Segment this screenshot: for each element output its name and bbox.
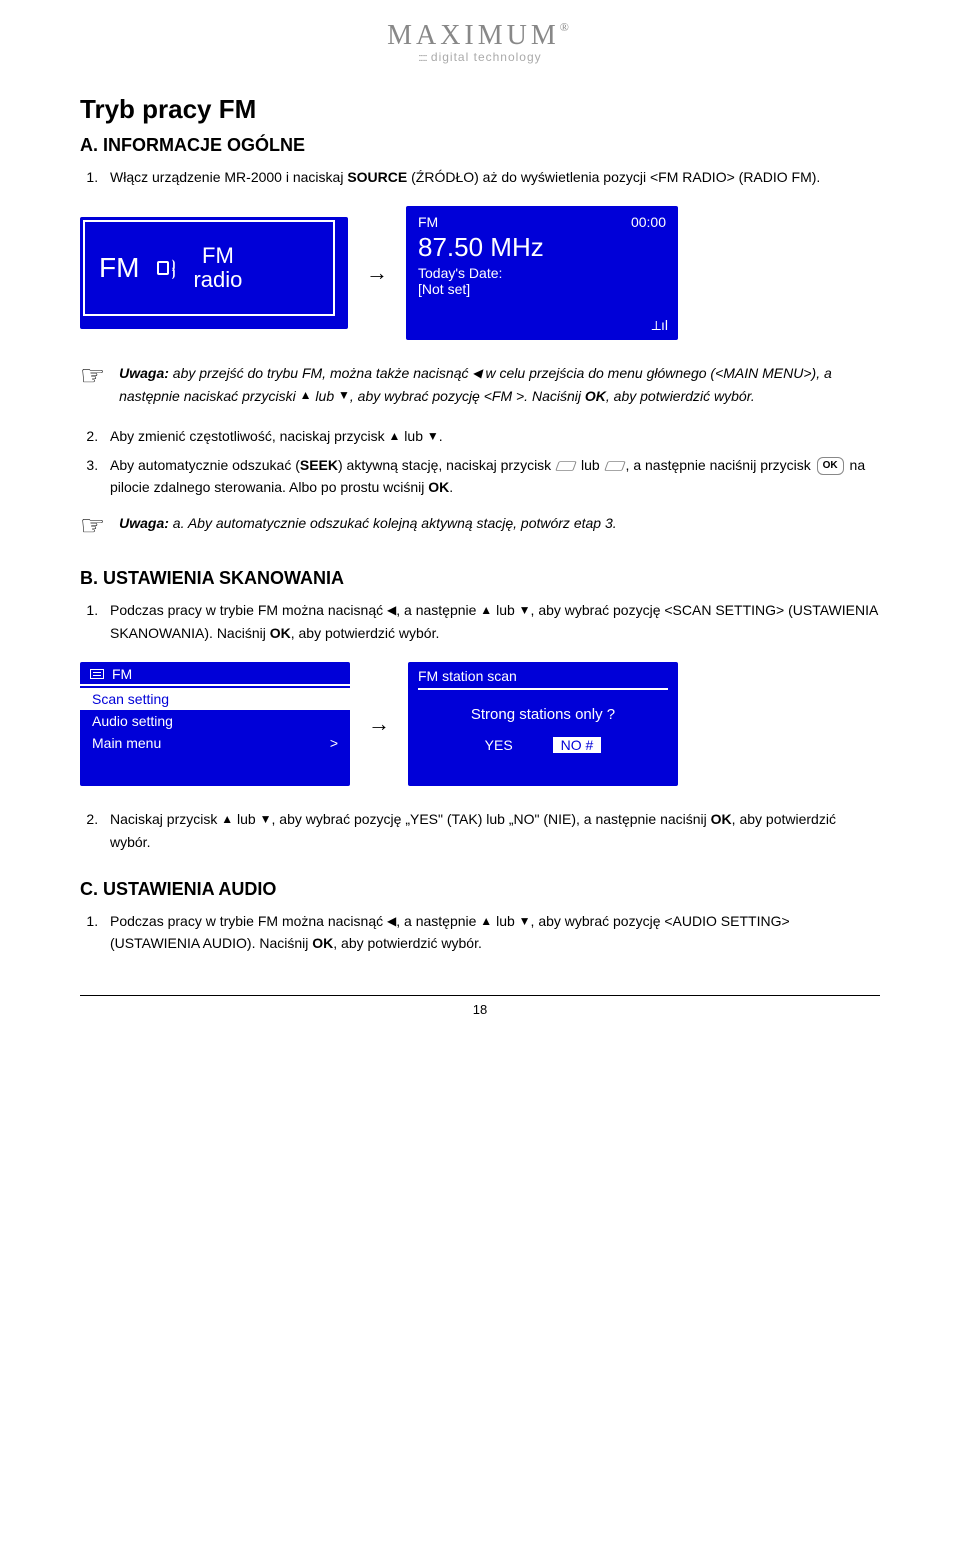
screen-scan-menu: FM Scan setting Audio setting Main menu …	[80, 662, 350, 786]
section-a-item-1: Włącz urządzenie MR-2000 i naciskaj SOUR…	[102, 166, 880, 188]
note-1-text: Uwaga: aby przejść do trybu FM, można ta…	[119, 362, 880, 407]
station-scan-title: FM station scan	[418, 668, 668, 684]
diamond-up-icon	[557, 460, 575, 472]
section-a-item-2: Aby zmienić częstotliwość, naciskaj przy…	[102, 425, 880, 447]
scan-title: FM	[112, 666, 132, 682]
fm-label: FM	[99, 252, 139, 284]
screens-row-1: FM ⦘⦘ FMradio → FM 00:00 87.50 MHz Today…	[80, 206, 880, 340]
note-2-text: Uwaga: a. Aby automatycznie odszukać kol…	[119, 512, 617, 540]
fm-radio-stack: FMradio	[193, 244, 242, 292]
note-1: ☞ Uwaga: aby przejść do trybu FM, można …	[80, 362, 880, 407]
section-c-list: Podczas pracy w trybie FM można nacisnąć…	[80, 910, 880, 955]
audio-setting-item: Audio setting	[80, 710, 350, 732]
section-b-list: Podczas pracy w trybie FM można nacisnąć…	[80, 599, 880, 644]
logo-main: MAXIMUM®	[80, 20, 880, 52]
no-option: NO #	[553, 737, 602, 753]
screens-row-2: FM Scan setting Audio setting Main menu …	[80, 662, 880, 786]
date-label: Today's Date:	[418, 265, 666, 281]
screen-station-scan: FM station scan Strong stations only ? Y…	[408, 662, 678, 786]
page-title: Tryb pracy FM	[80, 94, 880, 125]
yes-option: YES	[485, 737, 513, 753]
not-set-label: [Not set]	[418, 281, 666, 297]
time-label: 00:00	[631, 214, 666, 230]
frequency: 87.50 MHz	[418, 232, 666, 263]
radio-icon: ⦘⦘	[157, 260, 175, 276]
screen-fm-detail: FM 00:00 87.50 MHz Today's Date: [Not se…	[406, 206, 678, 340]
section-b-item-1: Podczas pracy w trybie FM można nacisnąć…	[102, 599, 880, 644]
section-b-list-2: Naciskaj przycisk ▲ lub ▼, aby wybrać po…	[80, 808, 880, 853]
section-b-heading: B. USTAWIENIA SKANOWANIA	[80, 568, 880, 589]
page-footer: 18	[80, 995, 880, 1017]
scan-setting-item: Scan setting	[80, 688, 350, 710]
diamond-down-icon	[606, 460, 624, 472]
chevron-icon: >	[330, 735, 338, 751]
hand-icon: ☞	[80, 512, 105, 540]
section-a-list: Włącz urządzenie MR-2000 i naciskaj SOUR…	[80, 166, 880, 188]
section-a-item-3: Aby automatycznie odszukać (SEEK) aktywn…	[102, 454, 880, 499]
section-c-heading: C. USTAWIENIA AUDIO	[80, 879, 880, 900]
arrow-icon: →	[366, 260, 388, 286]
page-number: 18	[473, 1002, 487, 1017]
hand-icon: ☞	[80, 362, 105, 407]
section-a-heading: A. INFORMACJE OGÓLNE	[80, 135, 880, 156]
arrow-icon: →	[368, 711, 390, 737]
logo-sub: :::: digital technology	[80, 50, 880, 64]
ok-remote-icon: OK	[817, 457, 844, 475]
brand-logo: MAXIMUM® :::: digital technology	[80, 20, 880, 64]
signal-icon: ⟂ıl	[652, 317, 668, 334]
section-c-item-1: Podczas pracy w trybie FM można nacisnąć…	[102, 910, 880, 955]
section-a-list-2: Aby zmienić częstotliwość, naciskaj przy…	[80, 425, 880, 498]
screen-fm-source: FM ⦘⦘ FMradio	[80, 217, 348, 329]
main-menu-item: Main menu >	[80, 732, 350, 754]
station-question: Strong stations only ?	[418, 706, 668, 723]
band-label: FM	[418, 214, 438, 230]
list-icon	[90, 669, 104, 679]
section-b-item-2: Naciskaj przycisk ▲ lub ▼, aby wybrać po…	[102, 808, 880, 853]
note-2: ☞ Uwaga: a. Aby automatycznie odszukać k…	[80, 512, 880, 540]
